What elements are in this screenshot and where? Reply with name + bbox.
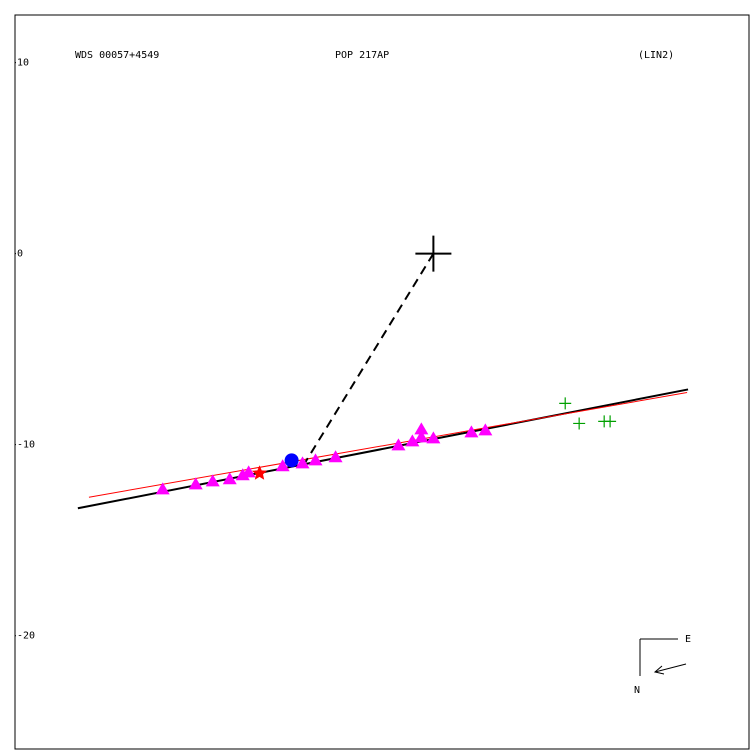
plus-point	[573, 417, 586, 430]
dashed-line	[303, 253, 435, 464]
triangle-point	[295, 456, 310, 469]
triangle-point	[414, 422, 429, 435]
header-label: (LIN2)	[638, 50, 674, 61]
triangle-point	[222, 472, 237, 485]
primary-star	[415, 235, 452, 272]
triangle-point	[414, 430, 429, 443]
y-tick-label: -20	[17, 631, 35, 642]
compass: E N	[634, 634, 691, 696]
y-tick-label: 10	[17, 58, 29, 69]
compass-east: E	[685, 634, 691, 645]
motion-arrow	[654, 663, 687, 673]
triangle-point	[241, 465, 256, 478]
triangle-point	[308, 453, 323, 466]
triangle-point	[205, 474, 220, 487]
triangle-point	[426, 431, 441, 444]
orbit-line	[88, 392, 688, 498]
y-tick-label: -10	[17, 440, 35, 451]
motion-arrow-head	[653, 665, 665, 675]
triangle-point	[275, 459, 290, 472]
plus-point	[604, 415, 617, 428]
header-label: POP 217AP	[335, 50, 389, 61]
y-tick-label: 0	[17, 249, 23, 260]
triangle-point	[478, 423, 493, 436]
plot-frame	[14, 14, 750, 750]
plus-point	[559, 397, 572, 410]
triangle-point	[155, 482, 170, 495]
header-label: WDS 00057+4549	[75, 50, 159, 61]
orbit-line	[77, 388, 689, 510]
circle-point	[284, 453, 299, 468]
compass-north: N	[634, 685, 640, 696]
triangle-point	[405, 434, 420, 447]
triangle-point	[391, 438, 406, 451]
triangle-point	[328, 450, 343, 463]
star-point	[251, 465, 268, 480]
triangle-point	[188, 477, 203, 490]
triangle-point	[464, 425, 479, 438]
